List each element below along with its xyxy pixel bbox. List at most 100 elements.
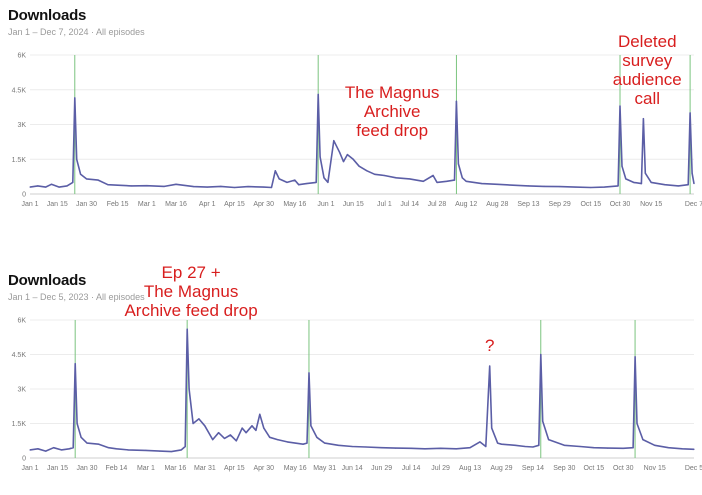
data-point <box>259 413 261 415</box>
data-point <box>644 172 646 174</box>
data-point <box>159 450 161 452</box>
data-point <box>310 425 312 427</box>
data-point <box>422 180 424 182</box>
data-point <box>634 356 636 358</box>
data-point <box>333 140 335 142</box>
x-tick-label: Dec 5 <box>685 465 702 472</box>
data-point <box>457 163 459 165</box>
y-tick-label: 3K <box>17 122 26 129</box>
data-point <box>74 363 76 365</box>
data-point <box>29 449 31 451</box>
data-point <box>145 449 147 452</box>
data-point <box>50 183 53 185</box>
data-point <box>263 427 265 429</box>
y-tick-label: 3K <box>17 387 26 394</box>
data-point <box>97 179 99 181</box>
x-tick-label: Jul 14 <box>400 201 419 208</box>
line-plot: 0 1.5K 3K 4.5K 6K Jan 1 Jan 15 Jan 30 Feb 15 Mar … <box>12 32 702 208</box>
data-point <box>29 186 31 188</box>
y-tick-label: 0 <box>22 456 26 463</box>
data-point <box>130 185 132 187</box>
x-tick-label: Jan 30 <box>76 201 97 208</box>
data-point <box>269 436 271 438</box>
data-point <box>188 388 190 390</box>
data-point <box>691 172 693 174</box>
data-point <box>532 446 534 448</box>
annotation-line: The Magnus <box>144 282 239 301</box>
data-point <box>217 432 220 434</box>
x-tick-label: Nov 15 <box>640 201 662 208</box>
data-point <box>223 437 226 440</box>
data-point <box>115 448 118 450</box>
data-point <box>574 186 576 188</box>
data-point <box>563 444 565 446</box>
annotation: The Magnus Archive feed drop <box>345 83 440 140</box>
data-point <box>439 447 442 449</box>
data-point <box>127 449 129 451</box>
data-point <box>512 184 514 186</box>
data-point <box>559 185 561 188</box>
data-point <box>306 442 308 444</box>
data-point <box>76 158 78 160</box>
data-point <box>44 186 47 188</box>
data-point <box>424 448 426 450</box>
x-tick-label: Apr 15 <box>224 465 245 472</box>
annotation-line: The Magnus <box>345 83 440 102</box>
x-tick-label: Sep 30 <box>553 465 575 472</box>
data-point <box>394 447 396 449</box>
data-point <box>366 170 368 172</box>
data-point <box>37 448 39 450</box>
data-point <box>170 450 173 453</box>
x-tick-label: Jul 1 <box>377 201 392 208</box>
data-point <box>395 177 397 179</box>
data-point <box>432 174 434 177</box>
data-point <box>233 186 236 189</box>
data-point <box>687 184 689 186</box>
x-tick-label: Mar 31 <box>194 465 216 472</box>
x-tick-label: Mar 16 <box>164 465 186 472</box>
x-tick-label: Jan 30 <box>76 465 97 472</box>
data-point <box>342 160 345 163</box>
data-point <box>677 185 680 187</box>
data-point <box>625 178 627 180</box>
data-point <box>86 442 88 444</box>
data-point <box>315 181 317 184</box>
x-tick-label: Oct 15 <box>583 465 604 472</box>
x-tick-label: Jun 1 <box>317 201 334 208</box>
data-point <box>245 432 247 434</box>
data-point <box>255 429 257 431</box>
data-point <box>192 422 194 425</box>
data-point <box>524 445 526 448</box>
data-point <box>308 372 310 374</box>
data-point <box>455 100 458 102</box>
x-tick-label: Oct 30 <box>613 465 634 472</box>
data-point <box>640 182 643 185</box>
data-point <box>72 181 74 184</box>
downloads-chart-2023: Downloads Jan 1 – Dec 5, 2023 · All epis… <box>0 265 702 495</box>
x-tick-label: Apr 1 <box>199 201 216 208</box>
data-point <box>632 447 634 449</box>
series-line <box>29 328 695 453</box>
data-point <box>469 447 471 449</box>
data-point <box>186 328 188 330</box>
data-point <box>323 177 325 179</box>
data-point <box>270 186 273 189</box>
data-point <box>68 448 70 450</box>
data-point <box>489 365 491 367</box>
annotation-line: Deleted <box>618 32 677 51</box>
data-point <box>540 353 542 356</box>
data-point <box>496 183 498 185</box>
y-tick-label: 4.5K <box>12 352 27 359</box>
data-point <box>436 181 438 184</box>
data-point <box>485 445 487 448</box>
data-point <box>117 184 119 186</box>
data-point <box>220 185 222 187</box>
data-point <box>247 185 249 188</box>
chart-subtitle: Jan 1 – Dec 7, 2024 · All episodes <box>8 27 145 37</box>
data-point <box>107 447 110 449</box>
annotation-line: Archive <box>364 102 421 121</box>
x-tick-label: Mar 16 <box>165 201 187 208</box>
data-point <box>593 447 595 449</box>
data-point <box>681 448 683 450</box>
data-point <box>45 450 47 452</box>
